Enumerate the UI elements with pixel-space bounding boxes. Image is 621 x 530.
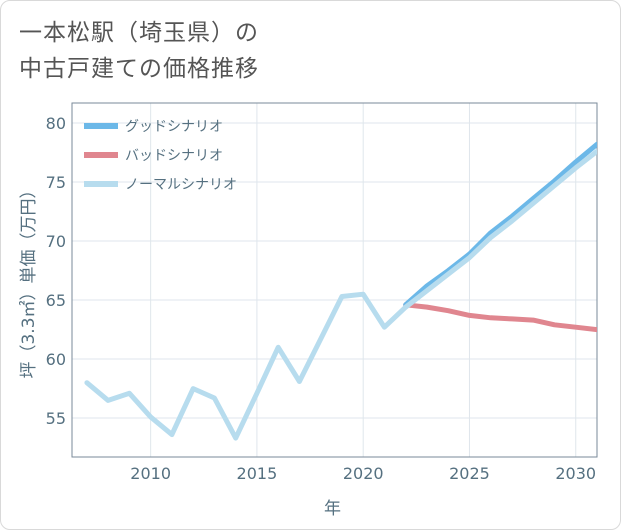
y-tick-label: 75: [46, 173, 66, 192]
legend-label-bad: バッドシナリオ: [125, 148, 223, 164]
x-tick-label: 2025: [449, 464, 490, 483]
plot-frame: [71, 102, 598, 458]
legend-label-normal: ノーマルシナリオ: [125, 177, 237, 193]
y-tick-label: 80: [46, 114, 66, 133]
y-tick-label: 60: [46, 350, 66, 369]
y-axis-label: 坪（3.3㎡）単価（万円）: [19, 181, 39, 378]
x-tick-label: 2020: [343, 464, 384, 483]
chart-title: 一本松駅（埼玉県）の 中古戸建ての価格推移: [19, 15, 579, 87]
series-line-good: [403, 141, 597, 308]
chart-title-line-1: 一本松駅（埼玉県）の: [19, 20, 259, 46]
series-line-normal: [84, 148, 597, 441]
chart-title-line-2: 中古戸建ての価格推移: [19, 56, 259, 82]
x-tick-label: 2010: [130, 464, 171, 483]
y-tick-label: 55: [46, 409, 66, 428]
x-tick-label: 2015: [237, 464, 278, 483]
series-line-bad: [403, 302, 597, 333]
x-axis-label: 年: [324, 499, 341, 519]
x-tick-label: 2030: [555, 464, 596, 483]
y-tick-label: 70: [46, 232, 66, 251]
legend-label-good: グッドシナリオ: [125, 119, 223, 135]
y-tick-label: 65: [46, 291, 66, 310]
